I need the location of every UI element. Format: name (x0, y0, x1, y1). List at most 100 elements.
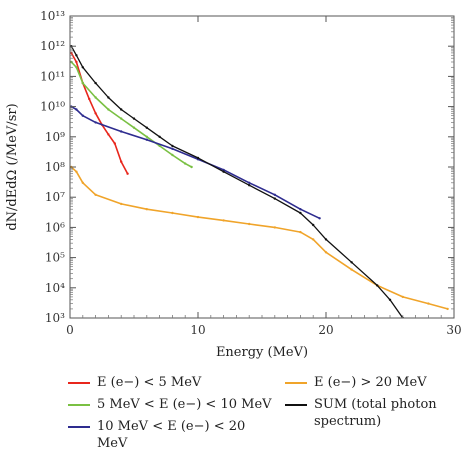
y-tick-label-13: 10¹³ (40, 9, 65, 23)
data-point-3-6 (171, 211, 174, 215)
data-point-4-5 (120, 108, 123, 111)
data-point-2-4 (120, 130, 123, 133)
data-point-1-9 (171, 153, 174, 157)
legend-swatch-5to10 (68, 404, 90, 406)
data-point-4-1 (75, 54, 78, 57)
data-point-3-8 (222, 219, 225, 222)
legend-item-lt5: E (e−) < 5 MeV (68, 374, 243, 391)
x-axis-title: Energy (MeV) (216, 345, 308, 360)
plot-frame (69, 15, 455, 319)
data-point-3-13 (324, 251, 328, 254)
data-point-4-17 (350, 261, 353, 264)
x-tick-label-10: 10 (190, 323, 205, 337)
data-point-4-6 (132, 117, 136, 120)
x-tick-label-20: 20 (318, 323, 333, 337)
data-point-3-1 (75, 170, 78, 173)
data-point-4-7 (145, 126, 148, 129)
y-tick-label-5: 10⁵ (45, 251, 65, 265)
x-tick-label-30: 30 (446, 323, 461, 337)
y-tick-label-12: 10¹² (40, 39, 65, 53)
data-point-2-6 (171, 147, 174, 150)
y-tick-label-10: 10¹⁰ (40, 100, 65, 114)
data-point-0-9 (126, 172, 129, 175)
legend-item-5to10: 5 MeV < E (e−) < 10 MeV (68, 396, 278, 413)
data-point-4-15 (312, 223, 315, 227)
data-point-2-11 (299, 208, 302, 211)
data-point-3-11 (299, 230, 302, 234)
legend-item-gt20: E (e−) > 20 MeV (285, 374, 465, 391)
y-tick-label-3: 10³ (45, 311, 65, 325)
data-point-0-4 (94, 112, 97, 115)
x-tick-label-0: 0 (66, 323, 74, 337)
data-point-0-1 (75, 60, 78, 64)
data-point-0-6 (107, 133, 110, 136)
data-point-3-10 (273, 226, 276, 229)
y-tick-label-7: 10⁷ (45, 190, 65, 204)
data-point-4-10 (196, 156, 200, 160)
data-point-4-4 (107, 96, 110, 99)
data-point-4-11 (222, 170, 225, 173)
data-point-4-13 (273, 197, 276, 200)
y-tick-label-11: 10¹¹ (40, 69, 65, 83)
series-layer (70, 45, 449, 318)
legend-label-sum: SUM (total photon spectrum) (314, 397, 437, 429)
y-axis-title: dN/dEdΩ (/MeV/sr) (5, 103, 20, 230)
data-point-3-7 (196, 215, 200, 219)
data-point-4-16 (324, 238, 328, 241)
data-point-1-2 (81, 81, 85, 85)
data-point-1-6 (132, 126, 136, 129)
data-point-4-8 (158, 135, 161, 138)
data-point-1-10 (184, 162, 187, 165)
legend-swatch-sum (285, 404, 307, 406)
data-point-2-3 (94, 121, 97, 124)
data-point-3-5 (145, 208, 148, 211)
data-point-0-7 (113, 142, 117, 145)
series-line-4 (70, 45, 404, 318)
labels-layer: 0 10 20 30 10³ 10⁴ 10⁵ 10⁶ 10⁷ 10⁸ 10⁹ 10¹⁰ 10¹¹ 10¹²… (40, 9, 462, 337)
data-point-3-4 (120, 202, 123, 206)
data-point-4-12 (248, 184, 251, 187)
data-point-4-18 (376, 284, 379, 287)
data-point-3-16 (401, 295, 404, 299)
y-tick-label-8: 10⁸ (45, 160, 65, 174)
series-line-2 (70, 105, 320, 220)
y-tick-label-4: 10⁴ (45, 281, 65, 295)
y-tick-label-6: 10⁶ (45, 220, 65, 234)
data-point-3-18 (446, 307, 449, 311)
legend-label-5to10: 5 MeV < E (e−) < 10 MeV (97, 397, 272, 412)
data-point-3-9 (248, 222, 251, 226)
data-point-3-3 (94, 193, 97, 196)
data-point-4-2 (81, 66, 85, 69)
legend-swatch-10to20 (68, 426, 90, 428)
legend-swatch-gt20 (285, 382, 307, 384)
legend: E (e−) < 5 MeV 5 MeV < E (e−) < 10 MeV 1… (0, 368, 474, 451)
data-point-4-3 (94, 81, 97, 85)
data-point-2-10 (273, 193, 276, 196)
data-point-0-3 (88, 97, 91, 101)
data-point-1-7 (145, 135, 148, 138)
data-point-2-2 (81, 114, 85, 117)
data-point-1-11 (190, 165, 193, 169)
legend-label-gt20: E (e−) > 20 MeV (314, 375, 427, 390)
series-line-0 (70, 52, 129, 175)
data-point-4-19 (388, 298, 392, 301)
chart: 0 10 20 30 10³ 10⁴ 10⁵ 10⁶ 10⁷ 10⁸ 10⁹ 10¹⁰ 10¹¹ 10¹²… (5, 9, 462, 360)
data-point-3-17 (427, 302, 430, 305)
data-point-1-4 (107, 108, 110, 111)
data-point-2-9 (248, 181, 251, 184)
legend-swatch-lt5 (68, 382, 90, 384)
ticks-layer (69, 15, 455, 319)
data-point-1-3 (94, 96, 97, 99)
data-point-3-14 (350, 268, 353, 271)
series-line-1 (70, 61, 192, 168)
data-point-4-14 (299, 211, 302, 215)
data-point-1-1 (75, 66, 78, 69)
data-point-2-1 (75, 108, 78, 111)
data-point-3-2 (81, 181, 85, 184)
data-point-2-12 (318, 217, 321, 220)
y-tick-label-9: 10⁹ (45, 130, 65, 144)
data-point-0-8 (120, 160, 123, 163)
data-point-3-12 (312, 238, 315, 241)
legend-item-sum: SUM (total photon spectrum) (285, 396, 460, 430)
data-point-2-8 (222, 168, 225, 172)
